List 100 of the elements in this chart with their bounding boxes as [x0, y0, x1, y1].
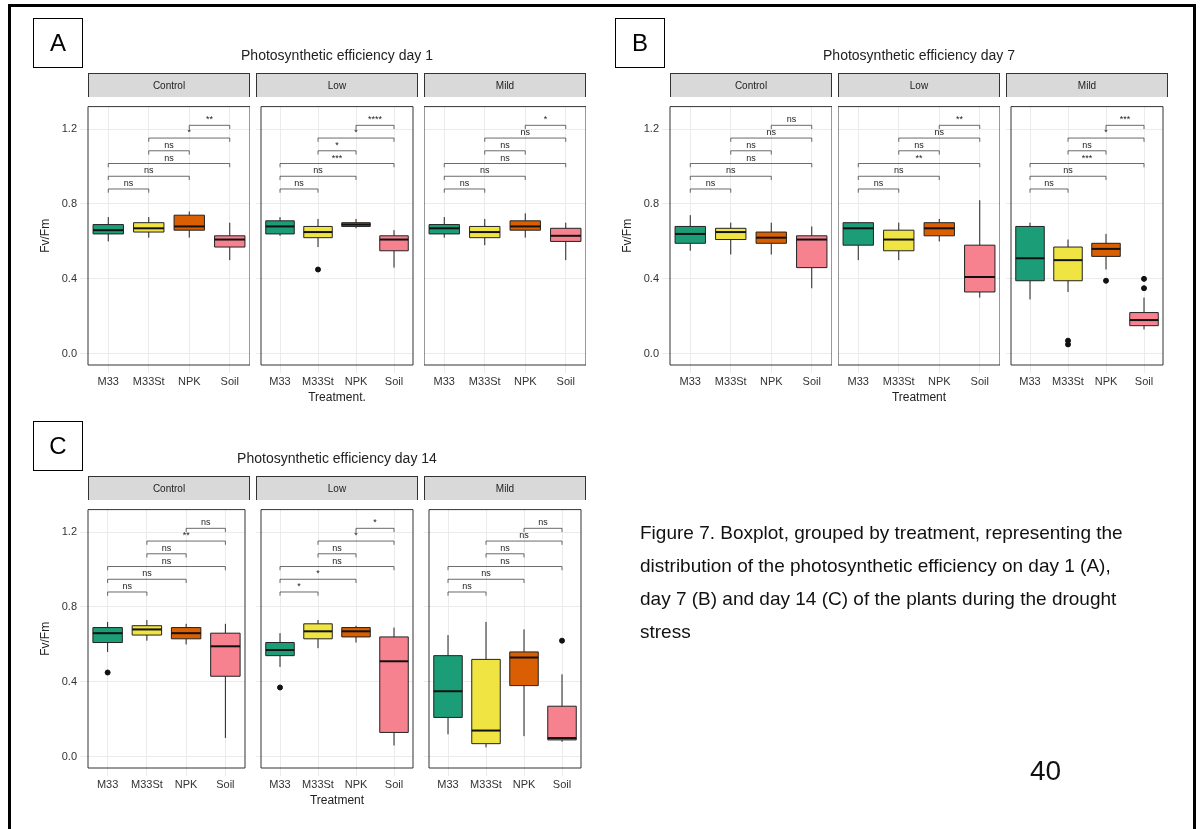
x-tick-label: Soil — [220, 374, 239, 387]
annotation: * — [543, 114, 548, 125]
annotation: ns — [538, 517, 549, 528]
y-tick-label: 0.0 — [61, 749, 77, 762]
x-tick-label: M33St — [468, 374, 501, 387]
annotation: ns — [164, 139, 175, 150]
x-tick-label: M33St — [302, 374, 334, 387]
annotation: ns — [479, 165, 490, 176]
annotation: * — [297, 580, 302, 591]
x-tick-label: NPK — [759, 374, 784, 387]
x-tick-label: M33St — [470, 777, 502, 790]
x-tick-label: M33St — [882, 374, 915, 387]
x-tick-label: Soil — [970, 374, 989, 387]
y-tick-label: 1.2 — [61, 525, 77, 538]
x-tick-label: M33St — [1052, 374, 1084, 387]
annotation: ns — [143, 165, 154, 176]
y-tick-label: 1.2 — [643, 122, 659, 135]
x-tick-label: NPK — [512, 777, 536, 790]
annotation: ns — [914, 139, 925, 150]
annotation: ns — [786, 114, 797, 125]
x-tick-label: M33 — [96, 777, 119, 790]
x-tick-label: M33 — [437, 777, 459, 790]
annotation: ns — [459, 177, 470, 188]
chart-subtitle: Mild — [1006, 73, 1168, 97]
annotation: * — [316, 568, 321, 579]
x-tick-label: Soil — [216, 777, 235, 790]
annotation: ** — [955, 114, 964, 125]
x-tick-label: M33St — [302, 777, 334, 790]
annotation: * — [373, 517, 378, 528]
annotation: ns — [1044, 177, 1055, 188]
annotation: ns — [161, 555, 172, 566]
annotation: ns — [462, 580, 473, 591]
chart-title: Photosynthetic efficiency day 14 — [237, 450, 437, 466]
chart-subtitle: Mild — [424, 73, 586, 97]
y-tick-label: 0.0 — [643, 346, 659, 359]
chart-title: Photosynthetic efficiency day 1 — [241, 47, 433, 63]
annotation: ns — [725, 165, 736, 176]
annotation: ns — [500, 542, 511, 553]
annotation: ns — [705, 177, 716, 188]
annotation: ns — [766, 127, 777, 138]
annotation: ** — [915, 152, 923, 163]
text: 40 — [1030, 755, 1062, 787]
annotation: ns — [746, 152, 757, 163]
x-tick-label: M33 — [269, 777, 291, 790]
annotation: ns — [520, 127, 531, 138]
y-tick-label: 0.4 — [643, 271, 659, 284]
annotation: * — [1104, 127, 1109, 138]
annotation: ns — [934, 127, 945, 138]
annotation: ns — [294, 177, 305, 188]
chart-subtitle: Low — [838, 73, 1000, 97]
chart-subtitle: Low — [256, 476, 418, 500]
x-tick-label: Soil — [556, 374, 575, 387]
annotation: ns — [313, 165, 324, 176]
x-tick-label: M33St — [130, 777, 163, 790]
text: C — [33, 421, 83, 471]
x-tick-label: M33 — [433, 374, 455, 387]
annotation: ns — [873, 177, 884, 188]
x-tick-label: M33 — [679, 374, 701, 387]
x-tick-label: M33 — [269, 374, 291, 387]
x-tick-label: NPK — [174, 777, 199, 790]
annotation: ns — [142, 568, 153, 579]
annotation: **** — [367, 114, 383, 125]
chart-subtitle: Control — [670, 73, 832, 97]
x-tick-label: NPK — [927, 374, 952, 387]
x-tick-label: NPK — [1094, 374, 1118, 387]
y-axis-title: Fv/Fm — [37, 218, 52, 253]
annotation: ns — [481, 568, 492, 579]
annotation: ns — [200, 517, 211, 528]
x-tick-label: Soil — [384, 777, 404, 790]
y-tick-label: 1.2 — [61, 122, 77, 135]
annotation: ns — [893, 165, 904, 176]
x-tick-label: NPK — [513, 374, 538, 387]
annotation: * — [187, 127, 192, 138]
x-tick-label: NPK — [344, 374, 368, 387]
annotation: ns — [161, 542, 172, 553]
annotation: *** — [331, 152, 343, 163]
annotation: ** — [205, 114, 214, 125]
y-axis-title: Fv/Fm — [619, 218, 634, 253]
x-tick-label: M33 — [97, 374, 119, 387]
annotation: ns — [332, 555, 343, 566]
x-tick-label: Soil — [1134, 374, 1154, 387]
chart-subtitle: Control — [88, 73, 250, 97]
annotation: ns — [500, 555, 511, 566]
annotation: ns — [1082, 139, 1093, 150]
chart-subtitle: Mild — [424, 476, 586, 500]
annotation: ns — [332, 542, 343, 553]
y-tick-label: 0.8 — [643, 197, 659, 209]
x-tick-label: M33 — [1019, 374, 1041, 387]
annotation: * — [354, 530, 359, 541]
annotation: ns — [164, 152, 175, 163]
annotation: ns — [500, 152, 511, 163]
chart-subtitle: Control — [88, 476, 250, 500]
annotation: ns — [746, 139, 757, 150]
chart-title: Photosynthetic efficiency day 7 — [823, 47, 1015, 63]
y-tick-label: 0.8 — [61, 197, 77, 209]
x-tick-label: Soil — [384, 374, 404, 387]
annotation: ** — [182, 530, 191, 541]
chart-subtitle: Low — [256, 73, 418, 97]
annotation: * — [354, 127, 359, 138]
annotation: ns — [500, 139, 511, 150]
